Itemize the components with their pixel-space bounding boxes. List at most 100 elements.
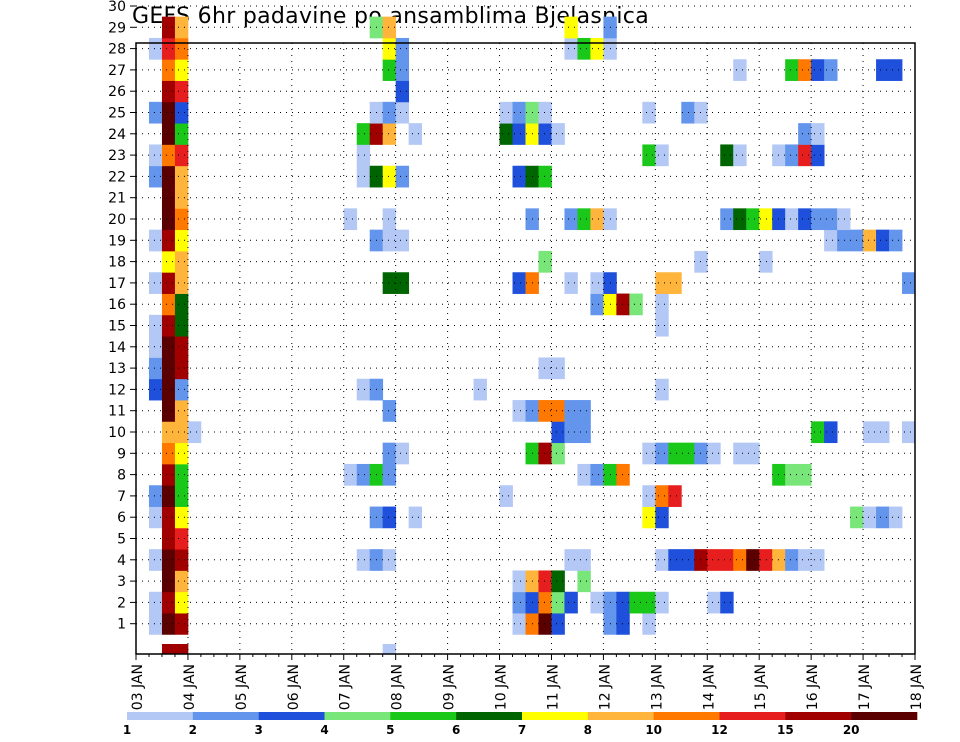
heatmap-cell (616, 293, 630, 316)
heatmap-cell (395, 37, 410, 60)
heatmap-cell (148, 336, 163, 358)
heatmap-cell (720, 549, 734, 571)
y-tick-label: 28 (108, 42, 126, 58)
heatmap-cell (512, 613, 526, 635)
heatmap-cell (876, 506, 890, 529)
heatmap-cell (746, 442, 760, 465)
heatmap-cell (161, 442, 176, 465)
colorbar-label: 1 (123, 723, 131, 737)
heatmap-cell (382, 400, 397, 422)
y-tick-label: 24 (108, 127, 126, 143)
heatmap-cell (564, 16, 578, 39)
colorbar-label: 4 (320, 723, 328, 737)
heatmap-cell (174, 463, 189, 486)
heatmap-cell (148, 314, 163, 337)
heatmap-cell (343, 463, 358, 486)
heatmap-cell (551, 570, 565, 593)
heatmap-cell (512, 101, 526, 124)
heatmap-cell (551, 613, 565, 635)
colorbar-label: 15 (777, 723, 794, 737)
y-tick-label: 25 (108, 106, 126, 122)
heatmap-cell (668, 272, 682, 294)
colorbar-label: 20 (843, 723, 860, 737)
heatmap-cell (564, 549, 578, 571)
heatmap-cell (174, 549, 189, 571)
y-tick-label: 19 (108, 233, 126, 249)
heatmap-cell (174, 421, 189, 444)
x-tick-label: 11 JAN (545, 664, 561, 710)
heatmap-cell (512, 165, 526, 188)
heatmap-cell (551, 421, 565, 444)
x-tick-label: 03 JAN (130, 664, 146, 710)
heatmap-cell (174, 165, 189, 188)
heatmap-cell (382, 442, 397, 465)
heatmap-cell (590, 591, 604, 614)
heatmap-cell (798, 208, 812, 231)
heatmap-cell (733, 144, 747, 167)
heatmap-cell (174, 357, 189, 380)
heatmap-cell (577, 400, 591, 422)
x-tick-label: 04 JAN (182, 664, 198, 710)
heatmap-cell (161, 101, 176, 124)
heatmap-cell (161, 80, 176, 103)
heatmap-cell (564, 591, 578, 614)
heatmap-cell (876, 421, 890, 444)
heatmap-cell (655, 293, 669, 316)
x-tick-label: 16 JAN (805, 664, 821, 710)
heatmap-cell (655, 314, 669, 337)
heatmap-cell (174, 59, 189, 81)
heatmap-cell (161, 144, 176, 167)
colorbar-label: 2 (189, 723, 197, 737)
heatmap-cell (174, 506, 189, 529)
heatmap-cell (395, 165, 410, 188)
heatmap-cell (655, 506, 669, 529)
y-tick-label: 3 (117, 574, 126, 590)
heatmap-cell (356, 165, 371, 188)
heatmap-cell (395, 80, 410, 103)
heatmap-cell (161, 570, 176, 593)
colorbar-swatch (390, 712, 457, 720)
colorbar-swatch (324, 712, 391, 720)
heatmap-cell (655, 485, 669, 507)
heatmap-cell (382, 165, 397, 188)
heatmap-cell (538, 442, 552, 465)
y-tick-label: 5 (117, 532, 126, 548)
heatmap-cell (161, 644, 176, 655)
x-tick-label: 14 JAN (701, 664, 717, 710)
heatmap-cell (811, 144, 825, 167)
heatmap-cell (759, 208, 773, 231)
heatmap-cell (382, 506, 397, 529)
heatmap-cell (174, 314, 189, 337)
x-tick-label: 07 JAN (338, 664, 354, 710)
heatmap-cell (161, 613, 176, 635)
colorbar-swatch (653, 712, 720, 720)
heatmap-cell (863, 421, 877, 444)
heatmap-cell (902, 421, 916, 444)
heatmap-cell (512, 123, 526, 145)
heatmap-cell (564, 272, 578, 294)
heatmap-cell (629, 293, 643, 316)
heatmap-cell (837, 208, 851, 231)
heatmap-cell (785, 144, 799, 167)
heatmap-cell (382, 644, 397, 655)
heatmap-cell (382, 16, 397, 39)
y-tick-label: 10 (108, 425, 126, 441)
heatmap-cell (811, 123, 825, 145)
heatmap-cell (551, 123, 565, 145)
heatmap-cell (161, 463, 176, 486)
y-tick-label: 7 (117, 489, 126, 505)
heatmap-cell (889, 229, 903, 252)
colorbar-swatch (192, 712, 259, 720)
y-tick-label: 2 (117, 595, 126, 611)
heatmap-cell (746, 208, 760, 231)
heatmap-cell (356, 549, 371, 571)
y-tick-label: 13 (108, 361, 126, 377)
heatmap-cell (161, 549, 176, 571)
heatmap-cell (538, 570, 552, 593)
heatmap-cell (746, 549, 760, 571)
heatmap-cell (148, 613, 163, 635)
heatmap-cell (356, 378, 371, 401)
heatmap-cell (161, 229, 176, 252)
heatmap-cell (785, 463, 799, 486)
heatmap-cell (811, 59, 825, 81)
